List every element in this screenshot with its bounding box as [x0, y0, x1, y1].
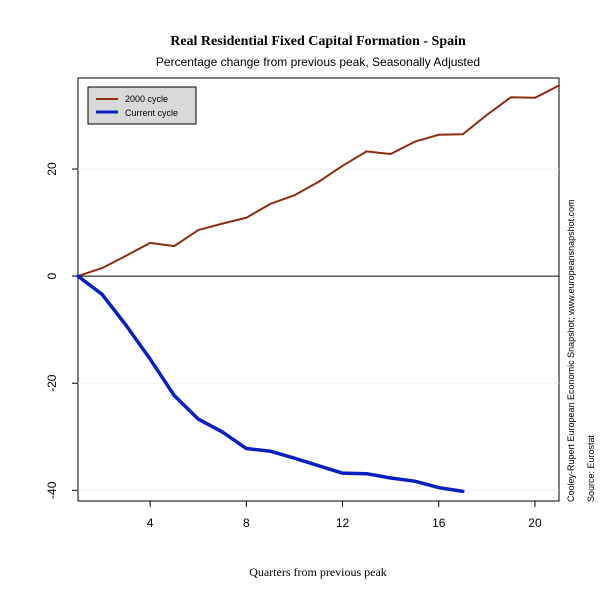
- plot-area: [77, 77, 560, 502]
- chart-title: Real Residential Fixed Capital Formation…: [170, 34, 466, 49]
- series-line-2000-cycle: [77, 84, 560, 278]
- series-line-current-cycle: [76, 274, 465, 494]
- y-axis: 20 0 -20 -40: [45, 162, 78, 499]
- y-tick-label: -40: [45, 481, 59, 499]
- legend-label-2000-cycle: 2000 cycle: [125, 94, 168, 104]
- x-tick-label: 12: [336, 516, 350, 530]
- grid-lines: [78, 168, 559, 491]
- x-tick-label: 16: [432, 516, 446, 530]
- x-axis-label: Quarters from previous peak: [249, 565, 387, 579]
- series-group: [76, 84, 560, 494]
- legend: 2000 cycle Current cycle: [87, 86, 197, 125]
- y-tick-label: 0: [45, 272, 59, 279]
- x-tick-label: 20: [528, 516, 542, 530]
- x-tick-label: 4: [147, 516, 154, 530]
- legend-box: [87, 86, 197, 125]
- chart-subtitle: Percentage change from previous peak, Se…: [156, 55, 480, 69]
- credit-note: Cooley-Rupert European Economic Snapshot…: [566, 199, 576, 502]
- y-tick-label: -20: [45, 374, 59, 392]
- x-axis: 4 8 12 16 20: [147, 501, 542, 530]
- x-tick-label: 8: [243, 516, 250, 530]
- source-note: Source: Eurostat: [586, 434, 596, 502]
- y-tick-label: 20: [45, 162, 59, 176]
- legend-label-current-cycle: Current cycle: [125, 108, 178, 118]
